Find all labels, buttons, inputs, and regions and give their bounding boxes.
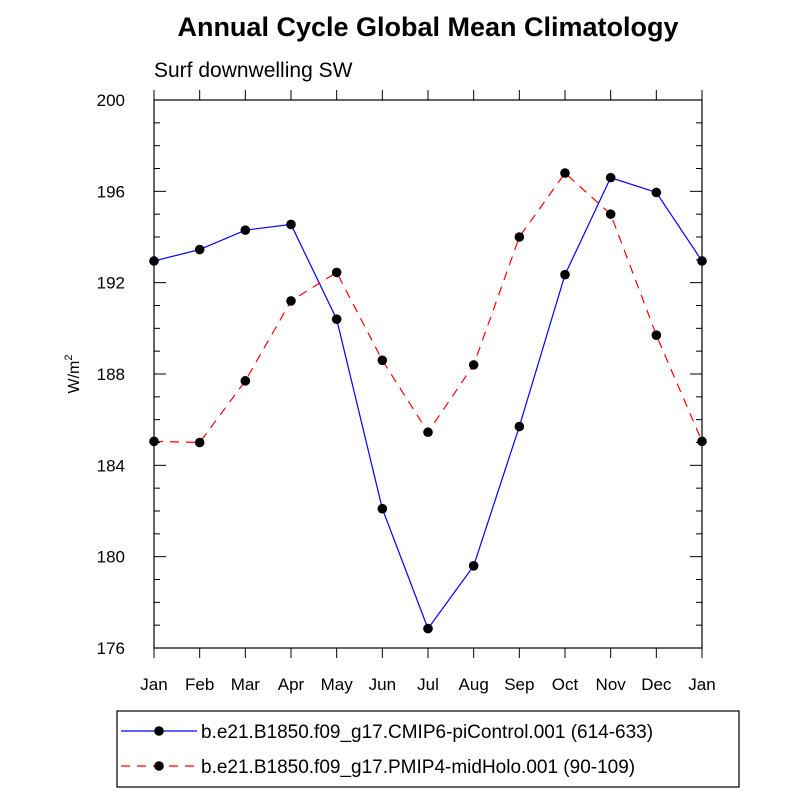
chart-subtitle: Surf downwelling SW <box>154 59 353 82</box>
y-tick-label: 184 <box>97 456 125 475</box>
x-tick-label: Jul <box>417 675 439 694</box>
series-2-point <box>605 209 616 219</box>
x-tick-label: May <box>321 675 354 694</box>
legend-box <box>116 710 740 788</box>
series-1-point <box>468 561 479 571</box>
series-1-point <box>651 187 662 198</box>
y-tick-label: 180 <box>97 548 125 567</box>
legend-label-series-2: b.e21.B1850.f09_g17.PMIP4-midHolo.001 (9… <box>201 757 635 778</box>
x-tick-label: Aug <box>459 675 489 694</box>
x-tick-label: Jun <box>369 675 396 694</box>
series-1-point <box>194 244 205 255</box>
series-2-point <box>331 267 342 278</box>
series-2-point <box>560 168 570 178</box>
series-1-point <box>514 421 525 432</box>
x-tick-label: Apr <box>278 675 305 694</box>
series-2-point <box>377 355 388 366</box>
series-2-point <box>468 360 479 370</box>
legend-marker-series-1 <box>154 726 164 736</box>
series-1-point <box>423 623 433 634</box>
series-1-point <box>149 256 159 266</box>
series-1-point <box>377 503 388 514</box>
x-tick-label: Mar <box>231 675 261 694</box>
y-axis-label-superscript: 2 <box>63 355 75 361</box>
chart-title: Annual Cycle Global Mean Climatology <box>177 12 678 42</box>
x-tick-label: Jan <box>140 675 167 694</box>
y-axis-ticks: 176 180 184 188 192 196 200 <box>97 91 702 658</box>
series-1-point <box>331 314 342 325</box>
series-2-point <box>423 427 433 438</box>
x-tick-label: Jan <box>688 675 715 694</box>
series-1-point <box>240 225 251 235</box>
plot-frame <box>153 99 703 649</box>
x-tick-label: Feb <box>185 675 214 694</box>
series-2-point <box>149 436 159 447</box>
series-2-point <box>240 376 251 386</box>
x-tick-label: Sep <box>504 675 534 694</box>
series-2-point <box>286 296 296 306</box>
x-tick-label: Dec <box>641 675 672 694</box>
x-tick-label: Nov <box>596 675 627 694</box>
legend-marker-series-2 <box>154 761 164 771</box>
series-1-point <box>605 172 616 183</box>
x-tick-label: Oct <box>552 675 579 694</box>
series-1-point <box>286 219 296 230</box>
y-tick-label: 188 <box>97 365 125 384</box>
series-2-point <box>651 330 662 340</box>
legend-label-series-1: b.e21.B1850.f09_g17.CMIP6-piControl.001 … <box>201 722 653 743</box>
y-axis-label: W/m2 <box>63 355 83 394</box>
series-line-2 <box>153 172 703 444</box>
series-2-point <box>194 437 205 448</box>
series-line-1 <box>153 176 703 630</box>
series-1-point <box>697 256 707 266</box>
y-tick-label: 200 <box>97 91 125 110</box>
series-1-point <box>560 269 570 280</box>
series-2-point <box>697 436 707 447</box>
x-axis-ticks: Jan Feb Mar Apr May Jun Jul Aug Sep Oct Nov Dec Jan <box>140 90 716 694</box>
y-tick-label: 196 <box>97 182 125 201</box>
series-2-point <box>514 232 525 242</box>
y-tick-label: 192 <box>97 274 125 293</box>
y-tick-label: 176 <box>97 639 125 658</box>
y-axis-label-unit: W/m <box>66 361 83 394</box>
series-layer <box>149 168 707 634</box>
legend: b.e21.B1850.f09_g17.CMIP6-piControl.001 … <box>116 710 740 788</box>
